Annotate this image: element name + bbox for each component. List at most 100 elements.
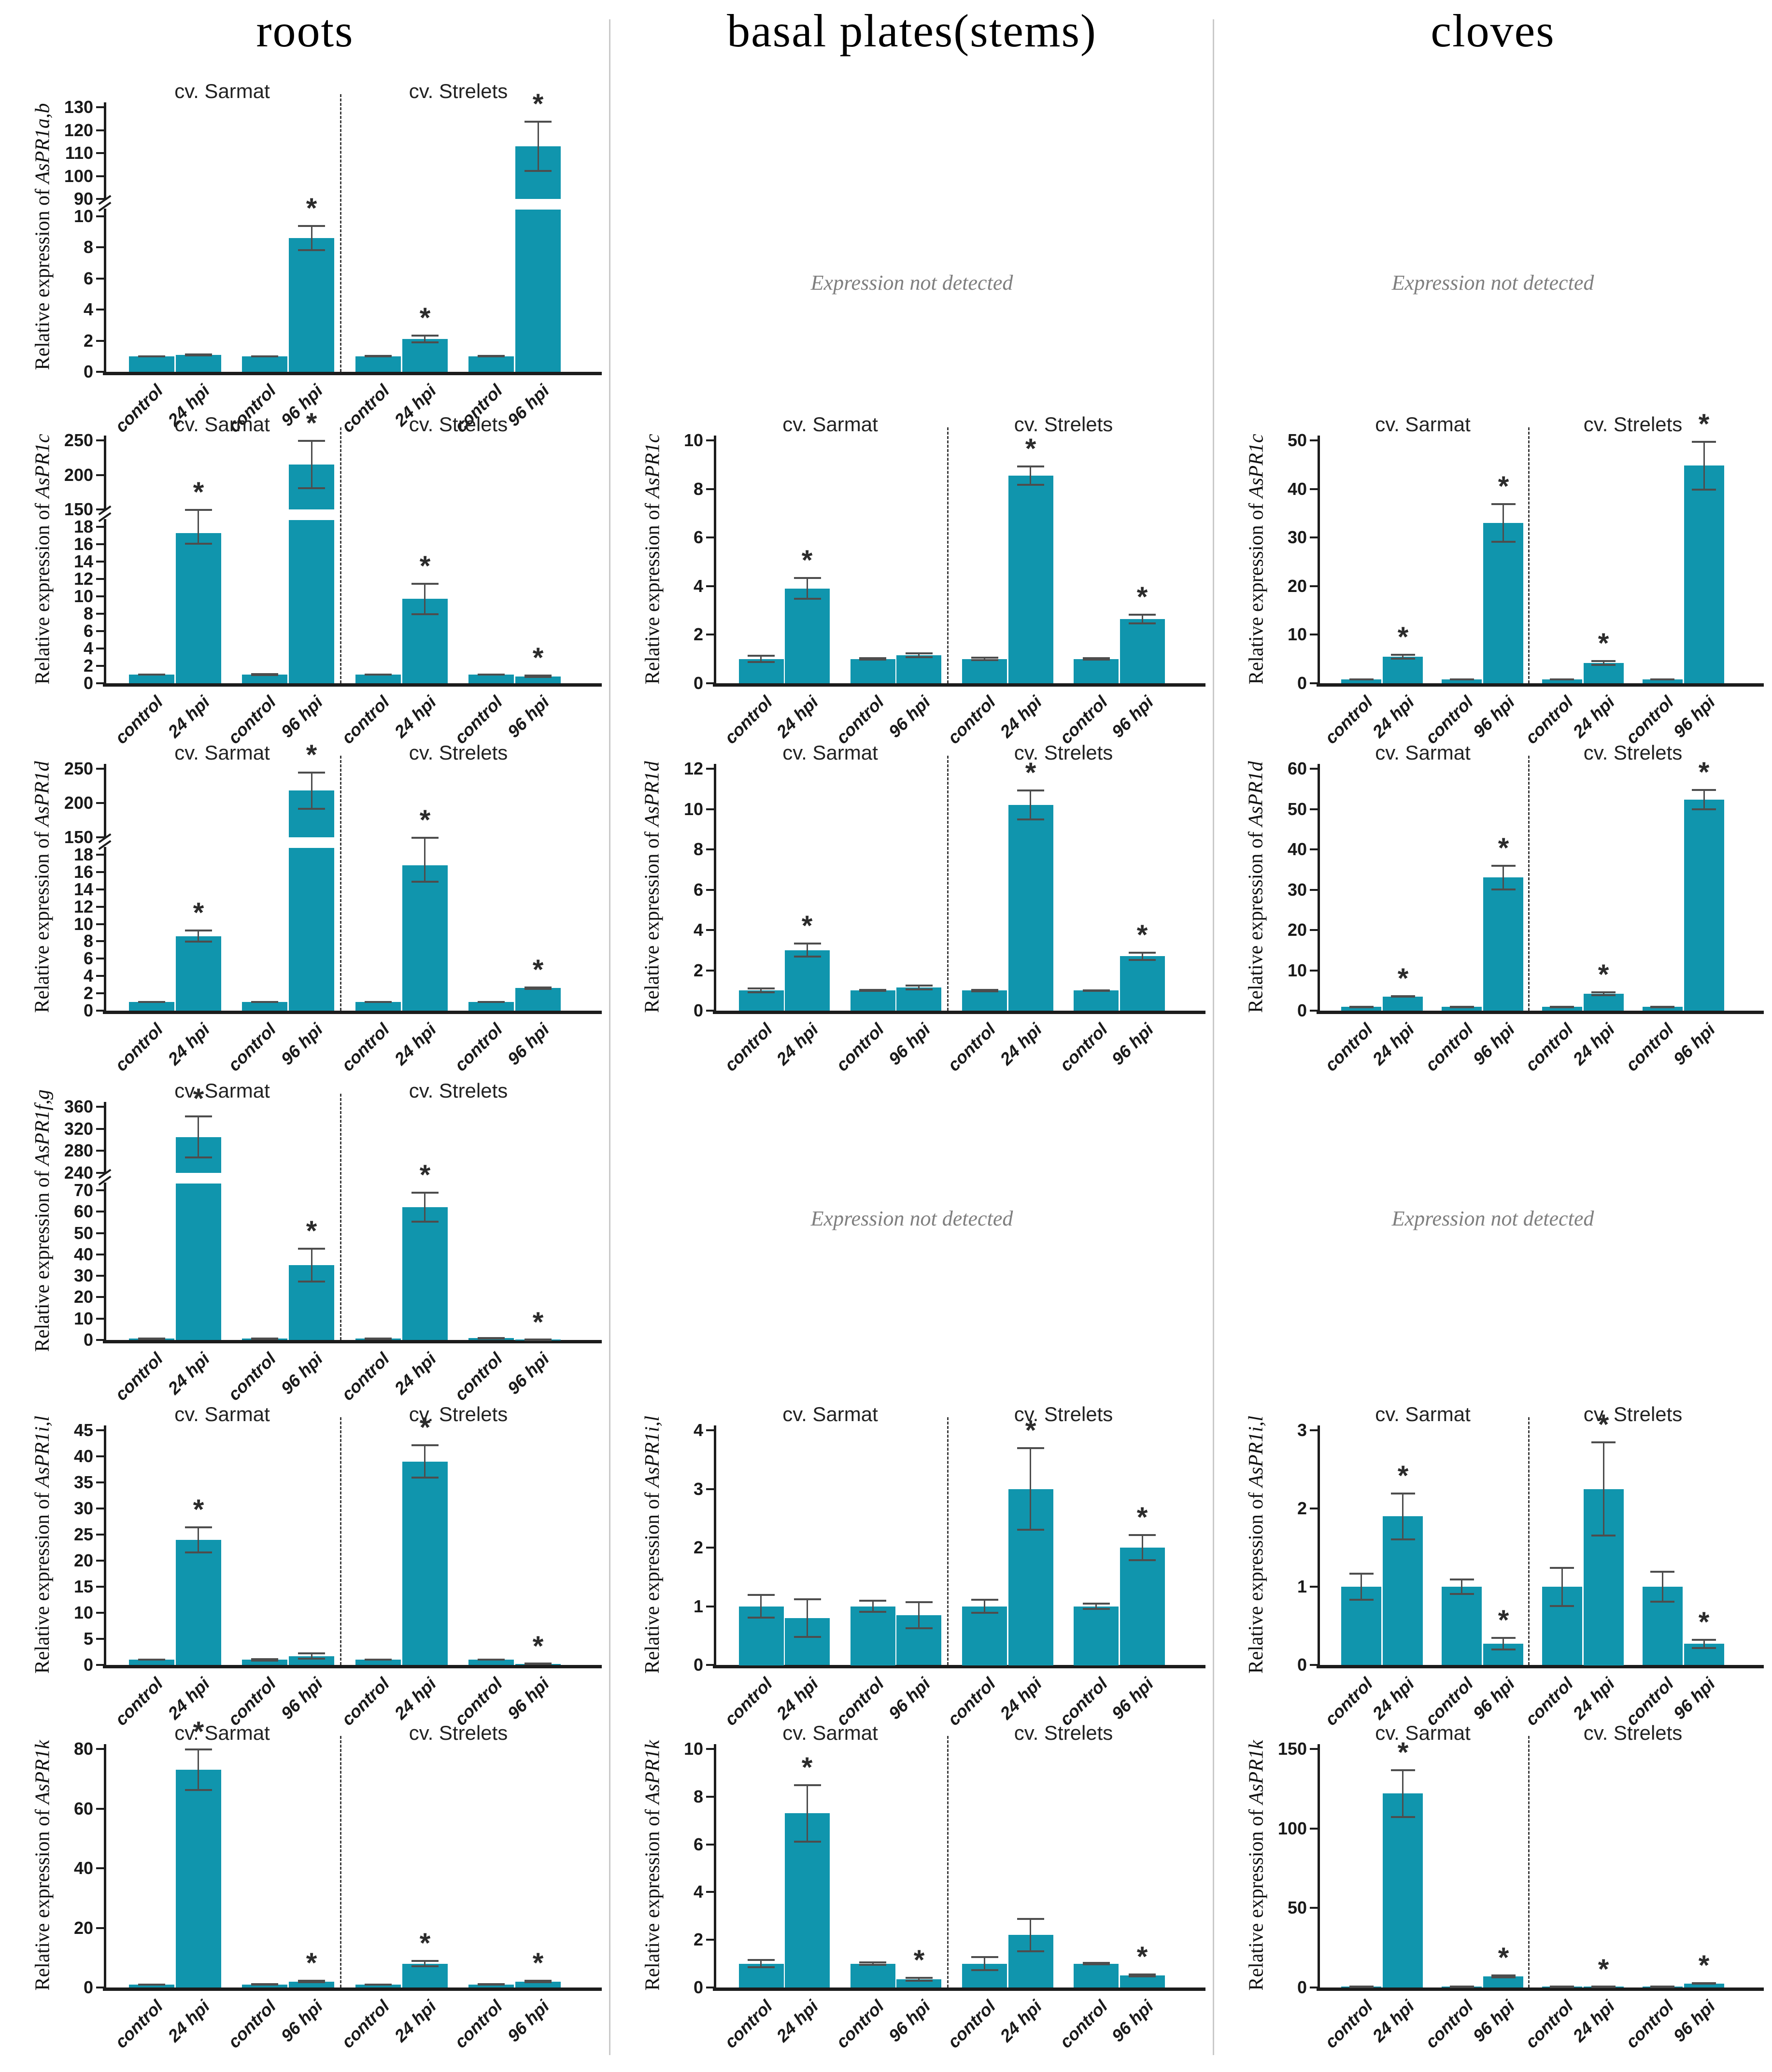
y-tick-mark (96, 1808, 104, 1810)
group-label-strelets: cv. Strelets (409, 80, 508, 102)
y-tick-mark (1310, 1586, 1318, 1588)
significance-asterisk: * (419, 1159, 431, 1191)
y-axis-label: Relative expression of AsPR1k (624, 1731, 681, 2000)
y-tick-label: 18 (73, 845, 93, 864)
chart-panel: Relative expression of AsPR1i,l 0 1 2 3 cv. S… (1214, 1400, 1772, 1729)
group-divider-line (1528, 1736, 1530, 1987)
group-label-sarmat: cv. Sarmat (1375, 741, 1471, 764)
y-tick-mark (96, 1638, 104, 1640)
significance-asterisk: * (306, 739, 317, 771)
bar (289, 238, 334, 372)
error-bar (365, 1659, 392, 1661)
y-tick-label: 320 (64, 1119, 93, 1139)
error-bar (1129, 622, 1156, 624)
y-tick-mark (96, 975, 104, 977)
y-tick-label: 8 (693, 839, 703, 859)
y-tick-mark (706, 1891, 714, 1893)
y-axis-line (714, 764, 716, 1013)
error-bar (478, 674, 505, 676)
error-bar (1692, 1639, 1716, 1641)
error-bar (411, 1221, 439, 1223)
error-bar (411, 341, 439, 343)
error-bar (1491, 503, 1516, 505)
group-label-strelets: cv. Strelets (1014, 413, 1113, 436)
y-tick-mark (706, 1606, 714, 1607)
error-bar (298, 1281, 325, 1283)
error-bar (918, 653, 920, 658)
group-label-sarmat: cv. Sarmat (174, 1403, 270, 1425)
y-tick-mark (96, 1275, 104, 1277)
y-tick-mark (706, 1796, 714, 1798)
y-tick-label: 0 (1297, 1655, 1307, 1675)
error-bar (918, 1602, 920, 1629)
error-bar (859, 1961, 886, 1963)
error-bar (1692, 789, 1716, 791)
error-bar (760, 655, 762, 662)
error-bar (1017, 1950, 1044, 1952)
error-bar (748, 987, 775, 989)
group-divider-line (1528, 756, 1530, 1011)
error-bar (1142, 1535, 1143, 1560)
chart-panel: Relative expression of AsPR1c 0 2 4 6 8 10 12 14… (0, 409, 610, 747)
bar (1643, 679, 1683, 683)
y-tick-mark (96, 340, 104, 342)
y-axis-line (104, 436, 106, 510)
error-bar (794, 1636, 821, 1638)
y-tick-label: 2 (1297, 1498, 1307, 1518)
empty-panel: Expression not detected (1214, 77, 1772, 410)
group-label-sarmat: cv. Sarmat (1375, 413, 1471, 436)
bar (1542, 679, 1582, 683)
significance-asterisk: * (1397, 621, 1409, 653)
bar (1684, 800, 1724, 1011)
y-tick-mark (706, 1488, 714, 1490)
error-bar (1491, 1637, 1516, 1639)
error-bar (859, 657, 886, 659)
y-tick-mark (706, 808, 714, 810)
error-bar (1129, 952, 1156, 954)
error-bar (1650, 678, 1674, 680)
y-tick-label: 4 (693, 1882, 703, 1902)
group-label-strelets: cv. Strelets (1583, 413, 1683, 436)
y-tick-mark (1310, 1664, 1318, 1666)
y-tick-mark (1310, 1010, 1318, 1012)
bar (1120, 1975, 1165, 1987)
error-bar (984, 1957, 985, 1971)
y-tick-label: 2 (83, 331, 93, 351)
error-bar (198, 930, 199, 942)
y-axis-line (104, 1183, 106, 1342)
error-bar (794, 1598, 821, 1600)
error-bar (1503, 865, 1504, 889)
bar (896, 987, 941, 1011)
y-tick-label: 15 (73, 1577, 93, 1596)
error-bar (185, 543, 212, 545)
bar (129, 1002, 174, 1011)
bar (785, 950, 830, 1011)
bar (962, 1607, 1007, 1665)
error-bar (906, 985, 933, 987)
bar (176, 355, 221, 372)
y-tick-mark (96, 1534, 104, 1536)
y-tick-mark (706, 848, 714, 850)
y-tick-label: 0 (1297, 1001, 1307, 1020)
error-bar (411, 1477, 439, 1479)
error-bar (1129, 614, 1156, 616)
error-bar (918, 985, 920, 990)
y-tick-mark (96, 561, 104, 563)
y-axis-line (104, 847, 106, 1013)
y-tick-label: 110 (65, 143, 93, 163)
y-tick-mark (1310, 488, 1318, 490)
error-bar (365, 674, 392, 676)
y-tick-mark (96, 613, 104, 615)
y-tick-label: 16 (73, 862, 93, 882)
error-bar (424, 335, 425, 343)
error-bar (1083, 657, 1110, 659)
group-divider-line (340, 427, 341, 683)
error-bar (971, 1599, 998, 1601)
y-axis-line (104, 209, 106, 374)
y-tick-mark (96, 648, 104, 649)
group-label-sarmat: cv. Sarmat (174, 741, 270, 764)
group-label-strelets: cv. Strelets (409, 1721, 508, 1744)
y-axis-label-text: Relative expression of AsPR1i,l (1245, 1415, 1267, 1674)
bar (739, 990, 784, 1011)
